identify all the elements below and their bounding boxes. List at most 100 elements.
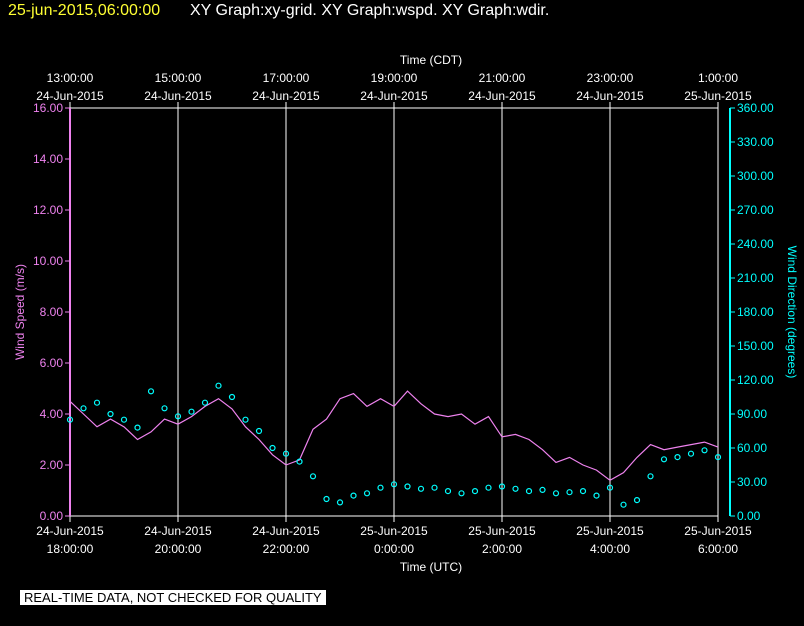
- wind-direction-point: [417, 485, 425, 492]
- left-tick-label: 0.00: [40, 509, 64, 523]
- left-tick-label: 6.00: [40, 356, 64, 370]
- header-datetime: 25-jun-2015,06:00:00: [8, 2, 161, 19]
- wind-direction-point: [134, 424, 141, 431]
- right-tick-label: 270.00: [737, 203, 774, 217]
- left-tick-label: 4.00: [40, 407, 64, 421]
- bottom-tick-time: 18:00:00: [47, 542, 94, 556]
- top-tick-date: 24-Jun-2015: [252, 89, 320, 103]
- top-tick-time: 15:00:00: [155, 71, 202, 85]
- bottom-tick-date: 25-Jun-2015: [360, 524, 428, 538]
- wind-speed-line: [69, 390, 719, 482]
- right-tick-label: 210.00: [737, 271, 774, 285]
- wind-direction-point: [431, 484, 438, 491]
- right-tick-label: 30.00: [737, 475, 767, 489]
- wind-direction-point: [161, 405, 168, 412]
- wind-direction-point: [485, 484, 492, 491]
- wind-direction-point: [363, 490, 371, 497]
- wind-direction-point: [687, 450, 695, 457]
- right-tick-label: 60.00: [737, 441, 767, 455]
- wind-direction-point: [593, 492, 600, 499]
- top-tick-time: 19:00:00: [371, 71, 418, 85]
- wind-direction-point: [377, 484, 384, 491]
- wind-direction-point: [404, 483, 411, 490]
- wind-direction-point: [350, 492, 357, 499]
- top-tick-date: 24-Jun-2015: [360, 89, 428, 103]
- bottom-tick-date: 24-Jun-2015: [252, 524, 320, 538]
- right-tick-label: 330.00: [737, 135, 774, 149]
- left-tick-label: 10.00: [33, 254, 63, 268]
- left-axis-title: Wind Speed (m/s): [13, 264, 27, 360]
- wind-direction-point: [188, 408, 195, 415]
- wind-direction-point: [390, 481, 398, 488]
- header-graph-titles: XY Graph:xy-grid. XY Graph:wspd. XY Grap…: [190, 2, 550, 19]
- wind-direction-point: [647, 473, 654, 480]
- bottom-tick-time: 20:00:00: [155, 542, 202, 556]
- wind-direction-point: [498, 483, 506, 490]
- wind-direction-point: [620, 501, 627, 508]
- top-tick-date: 24-Jun-2015: [36, 89, 104, 103]
- quality-disclaimer: REAL-TIME DATA, NOT CHECKED FOR QUALITY: [20, 590, 326, 605]
- right-tick-label: 90.00: [737, 407, 767, 421]
- wind-direction-point: [458, 490, 465, 497]
- wind-direction-point: [471, 488, 479, 495]
- top-tick-time: 13:00:00: [47, 71, 94, 85]
- top-tick-time: 1:00:00: [698, 71, 738, 85]
- wind-direction-point: [269, 444, 276, 452]
- bottom-tick-date: 24-Jun-2015: [36, 524, 104, 538]
- left-tick-label: 16.00: [33, 101, 63, 115]
- wind-direction-point: [309, 473, 317, 480]
- bottom-tick-date: 25-Jun-2015: [468, 524, 536, 538]
- wind-direction-point: [660, 456, 668, 463]
- right-tick-label: 0.00: [737, 509, 761, 523]
- bottom-tick-time: 2:00:00: [482, 542, 522, 556]
- right-tick-label: 360.00: [737, 101, 774, 115]
- right-axis-title: Wind Direction (degrees): [785, 246, 799, 379]
- right-tick-label: 120.00: [737, 373, 774, 387]
- wind-direction-point: [147, 388, 155, 395]
- top-tick-date: 25-Jun-2015: [684, 89, 752, 103]
- wind-direction-point: [215, 382, 222, 389]
- wind-direction-point: [633, 497, 641, 504]
- top-tick-date: 24-Jun-2015: [144, 89, 212, 103]
- wind-direction-point: [579, 488, 587, 495]
- wind-direction-point: [93, 399, 101, 406]
- right-tick-label: 180.00: [737, 305, 774, 319]
- bottom-tick-time: 0:00:00: [374, 542, 414, 556]
- wind-direction-point: [282, 450, 290, 457]
- wind-direction-point: [174, 413, 182, 420]
- bottom-tick-date: 24-Jun-2015: [144, 524, 212, 538]
- left-tick-label: 12.00: [33, 203, 63, 217]
- wind-direction-point: [714, 454, 722, 461]
- wind-direction-point: [512, 485, 519, 492]
- wind-direction-point: [120, 416, 128, 423]
- wind-direction-point: [539, 486, 546, 493]
- bottom-tick-time: 22:00:00: [263, 542, 310, 556]
- left-tick-label: 8.00: [40, 305, 64, 319]
- top-tick-time: 21:00:00: [479, 71, 526, 85]
- wind-direction-point: [296, 458, 303, 465]
- wind-direction-point: [566, 489, 573, 496]
- bottom-tick-date: 25-Jun-2015: [576, 524, 644, 538]
- left-tick-label: 14.00: [33, 152, 63, 166]
- bottom-tick-date: 25-Jun-2015: [684, 524, 752, 538]
- top-tick-date: 24-Jun-2015: [468, 89, 536, 103]
- wind-direction-point: [80, 405, 87, 412]
- top-tick-time: 17:00:00: [263, 71, 310, 85]
- wind-direction-point: [201, 399, 209, 406]
- right-tick-label: 300.00: [737, 169, 774, 183]
- bottom-axis-title: Time (UTC): [400, 560, 462, 574]
- bottom-tick-time: 4:00:00: [590, 542, 630, 556]
- wind-direction-point: [525, 488, 533, 495]
- bottom-tick-time: 6:00:00: [698, 542, 738, 556]
- right-tick-label: 150.00: [737, 339, 774, 353]
- wind-direction-point: [606, 484, 614, 491]
- wind-direction-point: [228, 393, 236, 401]
- wind-direction-point: [107, 410, 114, 418]
- wind-direction-point: [323, 495, 330, 503]
- wind-direction-point: [255, 427, 263, 435]
- top-tick-time: 23:00:00: [587, 71, 634, 85]
- wind-direction-point: [444, 488, 452, 495]
- left-tick-label: 2.00: [40, 458, 64, 472]
- right-tick-label: 240.00: [737, 237, 774, 251]
